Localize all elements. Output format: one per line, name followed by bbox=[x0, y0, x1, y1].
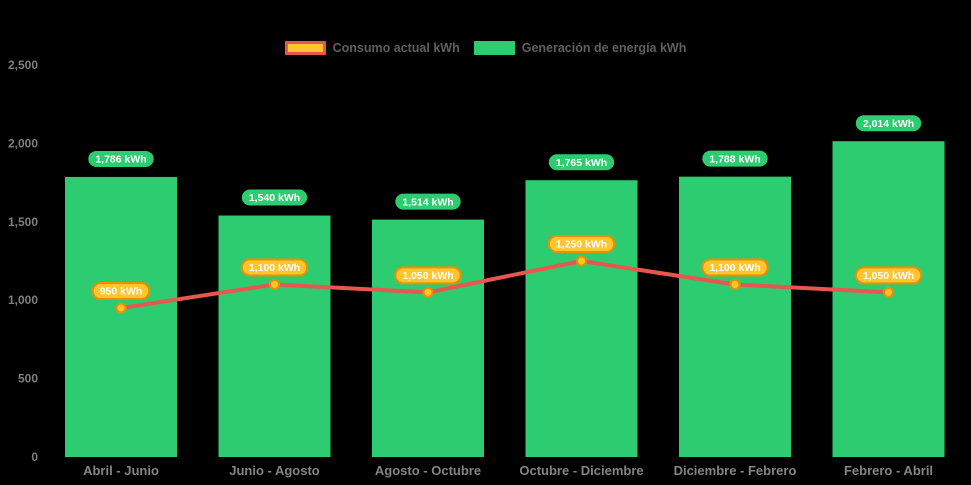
generation-value-pill bbox=[855, 115, 922, 132]
generation-bar[interactable] bbox=[65, 176, 177, 457]
generation-bar[interactable] bbox=[832, 141, 945, 457]
y-axis-tick-label: 0 bbox=[31, 450, 38, 464]
legend-item-generacion[interactable]: Generación de energía kWh bbox=[473, 41, 687, 55]
consumption-point[interactable] bbox=[729, 279, 741, 291]
consumption-value-pill-label: 950 kWh bbox=[100, 286, 143, 298]
consumption-value-pill-label: 1,050 kWh bbox=[863, 270, 914, 282]
y-axis-tick-label: 500 bbox=[18, 372, 38, 386]
y-axis-tick-label: 1,500 bbox=[8, 215, 38, 229]
x-axis-label: Junio - Agosto bbox=[229, 463, 320, 478]
generation-bar[interactable] bbox=[218, 215, 331, 457]
generation-value-pill-label: 2,014 kWh bbox=[863, 118, 914, 130]
generation-value-pill-label: 1,788 kWh bbox=[709, 153, 760, 165]
consumption-swatch-icon bbox=[284, 41, 326, 55]
consumption-value-pill-label: 1,100 kWh bbox=[249, 262, 300, 274]
legend-label-consumo: Consumo actual kWh bbox=[332, 41, 460, 55]
y-axis-tick-label: 2,500 bbox=[8, 58, 38, 72]
generation-value-pill-label: 1,765 kWh bbox=[556, 157, 607, 169]
x-axis-label: Abril - Junio bbox=[83, 463, 159, 478]
consumption-line bbox=[119, 259, 891, 311]
generation-value-pill bbox=[548, 154, 615, 171]
generation-value-pill bbox=[88, 150, 154, 167]
consumption-value-pill bbox=[394, 266, 462, 285]
consumption-point[interactable] bbox=[422, 286, 434, 298]
consumption-point[interactable] bbox=[269, 279, 280, 291]
consumption-value-pill bbox=[854, 266, 923, 285]
consumption-point[interactable] bbox=[115, 302, 127, 314]
consumption-value-pill-label: 1,100 kWh bbox=[709, 262, 760, 274]
generation-swatch-icon bbox=[473, 41, 515, 55]
consumption-value-pill bbox=[240, 258, 309, 277]
consumption-value-pill bbox=[547, 235, 616, 253]
legend-item-consumo[interactable]: Consumo actual kWh bbox=[284, 41, 460, 55]
generation-value-pill bbox=[241, 189, 308, 206]
x-axis-label: Diciembre - Febrero bbox=[674, 463, 797, 478]
legend-label-generacion: Generación de energía kWh bbox=[521, 41, 687, 55]
x-axis-label: Octubre - Diciembre bbox=[519, 463, 643, 478]
x-axis-label: Agosto - Octubre bbox=[375, 463, 481, 478]
consumption-value-pill-label: 1,050 kWh bbox=[402, 270, 453, 282]
consumption-point[interactable] bbox=[576, 255, 587, 267]
chart-legend: Consumo actual kWh Generación de energía… bbox=[0, 41, 971, 55]
x-axis-label: Febrero - Abril bbox=[844, 463, 933, 478]
generation-value-pill-label: 1,514 kWh bbox=[402, 196, 453, 208]
generation-bar[interactable] bbox=[679, 176, 791, 457]
consumption-value-pill-label: 1,250 kWh bbox=[556, 239, 607, 251]
consumption-value-pill bbox=[91, 282, 151, 301]
generation-value-pill bbox=[702, 150, 768, 167]
y-axis-tick-label: 1,000 bbox=[8, 293, 38, 307]
generation-value-pill-label: 1,540 kWh bbox=[249, 192, 300, 204]
consumption-point[interactable] bbox=[883, 286, 894, 298]
generation-value-pill bbox=[395, 193, 461, 210]
consumption-value-pill bbox=[701, 258, 769, 277]
y-axis-tick-label: 2,000 bbox=[8, 136, 38, 150]
generation-bar[interactable] bbox=[372, 219, 484, 457]
generation-bar[interactable] bbox=[525, 180, 638, 458]
generation-value-pill-label: 1,786 kWh bbox=[95, 154, 146, 166]
